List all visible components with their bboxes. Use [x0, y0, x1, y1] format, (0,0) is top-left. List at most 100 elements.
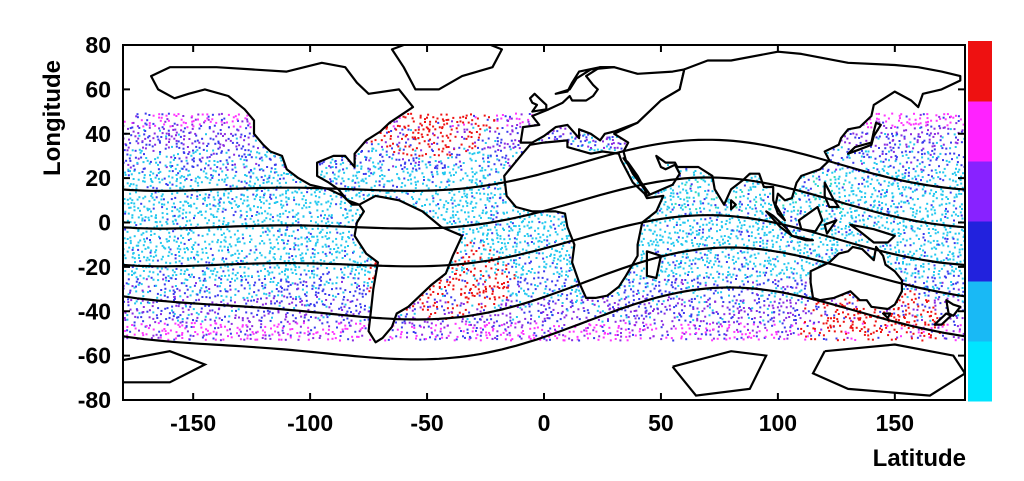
data-point: [325, 166, 328, 169]
data-point: [220, 118, 223, 121]
data-point: [135, 115, 138, 118]
data-point: [231, 141, 234, 144]
data-point: [237, 334, 240, 337]
data-point: [423, 305, 426, 308]
data-point: [264, 174, 267, 177]
data-point: [499, 306, 502, 309]
data-point: [234, 317, 237, 319]
data-point: [255, 195, 257, 198]
data-point: [189, 131, 192, 134]
data-point: [173, 299, 175, 302]
data-point: [321, 228, 324, 231]
data-point: [495, 154, 498, 157]
data-point: [169, 187, 172, 190]
data-point: [355, 309, 358, 312]
data-point: [305, 245, 308, 248]
data-point: [348, 209, 351, 212]
data-point: [261, 284, 264, 287]
data-point: [483, 241, 486, 243]
data-point: [266, 166, 269, 168]
data-point: [288, 235, 291, 237]
data-point: [558, 251, 561, 254]
data-point: [504, 115, 507, 118]
data-point: [339, 222, 342, 224]
data-point: [140, 302, 142, 305]
data-point: [292, 297, 295, 300]
data-point: [549, 338, 551, 341]
data-point: [486, 337, 489, 339]
data-point: [467, 121, 470, 124]
data-point: [140, 323, 143, 326]
data-point: [292, 178, 295, 181]
data-point: [285, 280, 288, 283]
data-point: [536, 326, 539, 329]
data-point: [396, 143, 399, 146]
data-point: [455, 269, 458, 271]
data-point: [186, 295, 189, 298]
data-point: [156, 317, 159, 319]
data-point: [323, 260, 326, 263]
data-point: [127, 212, 130, 215]
data-point: [341, 280, 343, 283]
data-point: [414, 136, 416, 139]
data-point: [496, 338, 499, 341]
data-point: [145, 230, 148, 233]
data-point: [339, 331, 342, 334]
data-point: [560, 254, 563, 257]
data-point: [467, 269, 470, 272]
data-point: [142, 306, 145, 308]
data-point: [234, 133, 237, 136]
data-point: [478, 247, 481, 250]
data-point: [553, 253, 556, 256]
data-point: [141, 289, 144, 292]
data-point: [222, 223, 224, 225]
data-point: [174, 261, 177, 264]
data-point: [129, 127, 132, 130]
data-point: [205, 172, 208, 175]
data-point: [233, 200, 236, 203]
data-point: [523, 235, 526, 237]
data-point: [293, 215, 296, 218]
data-point: [124, 228, 127, 231]
data-point: [129, 291, 131, 294]
data-point: [318, 277, 321, 280]
data-point: [427, 187, 430, 190]
data-point: [262, 264, 265, 267]
data-point: [471, 147, 474, 150]
data-point: [436, 173, 439, 176]
data-point: [480, 182, 483, 185]
data-point: [124, 330, 127, 332]
data-point: [335, 195, 338, 198]
data-point: [126, 238, 129, 240]
data-point: [357, 181, 360, 184]
data-point: [451, 120, 453, 123]
data-point: [556, 320, 559, 323]
data-point: [460, 292, 463, 295]
data-point: [156, 296, 159, 299]
data-point: [483, 296, 486, 299]
data-point: [367, 318, 370, 321]
data-point: [404, 161, 407, 164]
data-point: [563, 220, 566, 223]
data-point: [182, 208, 185, 211]
data-point: [456, 314, 459, 317]
data-point: [178, 146, 181, 149]
data-point: [497, 304, 500, 307]
data-point: [516, 124, 519, 126]
data-point: [541, 222, 544, 225]
data-point: [313, 303, 316, 306]
data-point: [131, 312, 134, 315]
data-point: [141, 299, 144, 302]
data-point: [535, 322, 538, 325]
data-point: [291, 191, 294, 194]
data-point: [277, 235, 280, 238]
data-point: [135, 140, 138, 143]
data-point: [271, 226, 274, 229]
data-point: [493, 119, 496, 122]
data-point: [356, 177, 359, 180]
data-point: [435, 120, 437, 123]
data-point: [470, 136, 473, 138]
data-point: [187, 232, 190, 235]
data-point: [546, 293, 549, 295]
data-point: [270, 182, 273, 185]
